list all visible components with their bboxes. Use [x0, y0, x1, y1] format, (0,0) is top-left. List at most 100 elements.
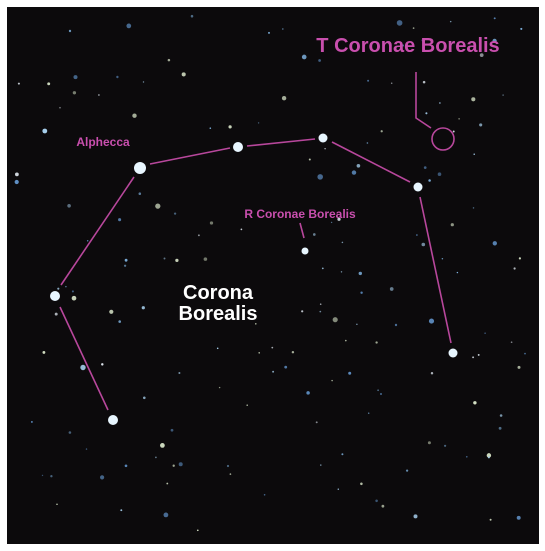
star — [301, 247, 309, 255]
star — [178, 371, 181, 375]
star — [17, 82, 20, 85]
star — [54, 312, 58, 316]
star — [348, 371, 352, 375]
star — [518, 257, 522, 260]
star — [341, 241, 344, 244]
star — [477, 353, 480, 356]
star — [493, 17, 496, 20]
star — [389, 287, 394, 291]
star — [390, 82, 393, 85]
star — [473, 401, 477, 405]
constellation-label: Corona — [183, 282, 254, 304]
star — [181, 72, 186, 77]
star — [319, 310, 322, 313]
star — [167, 58, 171, 62]
star — [332, 317, 338, 323]
star — [375, 499, 378, 503]
star — [124, 464, 128, 468]
star — [41, 474, 44, 477]
star — [246, 404, 248, 406]
star — [101, 363, 104, 366]
star — [72, 91, 77, 95]
star — [284, 365, 288, 369]
star — [233, 142, 243, 152]
star — [59, 106, 61, 109]
star — [337, 217, 341, 221]
background-stars — [14, 14, 526, 532]
target-circle — [431, 127, 455, 151]
star — [143, 396, 146, 400]
target-label: T Coronae Borealis — [316, 35, 499, 57]
star — [452, 130, 455, 133]
star — [71, 290, 74, 293]
star — [196, 529, 199, 532]
star — [132, 113, 137, 118]
star — [471, 97, 476, 102]
star — [472, 356, 475, 359]
star — [428, 179, 431, 182]
star — [318, 59, 321, 62]
star — [320, 464, 322, 466]
star — [345, 339, 347, 342]
star — [484, 332, 486, 334]
star — [68, 29, 72, 33]
star — [456, 271, 459, 274]
star — [281, 28, 284, 30]
star — [367, 79, 370, 82]
star — [416, 234, 418, 236]
star — [330, 221, 333, 224]
constellation-line — [59, 306, 109, 411]
star — [428, 318, 435, 324]
star-label: Alphecca — [76, 135, 130, 149]
star — [367, 412, 370, 414]
star — [405, 469, 409, 472]
star — [413, 514, 418, 519]
star — [458, 118, 460, 120]
constellation-line — [149, 147, 231, 165]
star — [321, 267, 324, 270]
star — [134, 162, 146, 174]
star — [257, 122, 260, 124]
star — [226, 464, 230, 468]
star — [170, 428, 174, 432]
star — [520, 27, 523, 30]
star — [255, 323, 257, 325]
star — [50, 475, 53, 478]
star — [375, 341, 378, 344]
star — [126, 23, 132, 29]
star — [240, 228, 243, 231]
star — [109, 309, 114, 314]
star — [281, 96, 287, 101]
star — [216, 347, 219, 350]
star — [401, 44, 405, 47]
star — [301, 54, 307, 60]
star — [439, 102, 441, 104]
constellation-line — [419, 196, 452, 344]
star — [209, 127, 212, 129]
star — [377, 389, 379, 392]
star — [80, 364, 86, 371]
star — [166, 482, 169, 485]
star — [229, 473, 232, 475]
star — [489, 518, 492, 521]
star — [155, 203, 161, 209]
star — [258, 352, 260, 354]
star — [203, 257, 208, 261]
star — [360, 482, 363, 486]
star — [473, 153, 475, 156]
star — [56, 503, 58, 506]
star — [437, 172, 442, 176]
star — [479, 53, 484, 57]
pointer-line — [299, 222, 305, 239]
star — [312, 233, 316, 236]
star — [381, 504, 385, 508]
star — [360, 291, 363, 294]
star — [141, 306, 145, 310]
star — [423, 166, 427, 169]
star — [492, 38, 497, 44]
star — [124, 258, 128, 262]
star — [421, 39, 424, 42]
bright-stars — [50, 133, 458, 425]
star — [301, 310, 304, 313]
star — [68, 431, 72, 434]
